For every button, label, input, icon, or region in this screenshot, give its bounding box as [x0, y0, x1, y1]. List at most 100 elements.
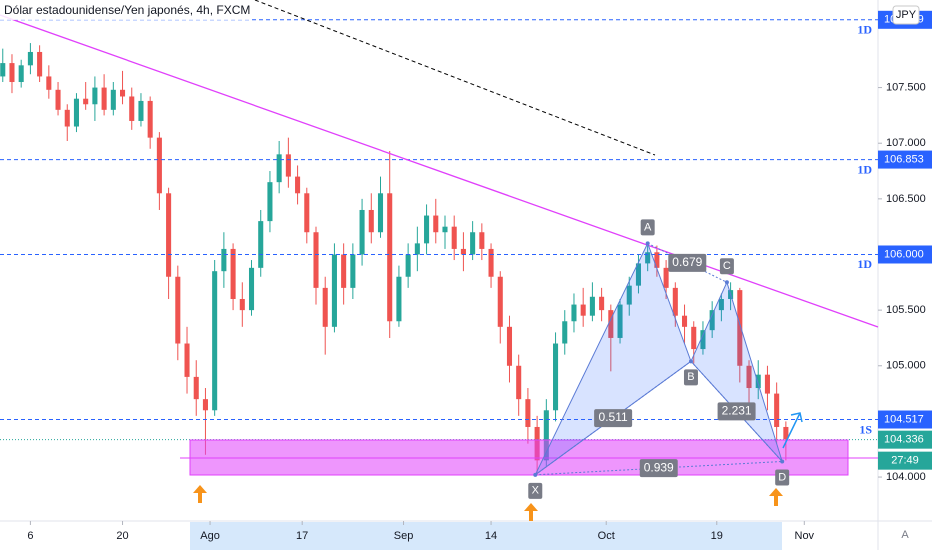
candle-body: [193, 376, 199, 400]
level-label: 104.336: [884, 434, 924, 446]
candle-body: [258, 221, 264, 268]
candle-body: [331, 254, 337, 327]
pattern-label: D: [778, 471, 786, 483]
candle-body: [737, 290, 743, 366]
pattern-label: B: [687, 371, 694, 383]
overlay: 108.1091D106.8531D106.0001D104.5171S104.…: [528, 10, 932, 499]
currency-label[interactable]: JPY: [896, 9, 917, 21]
candle-body: [497, 276, 503, 327]
candle-body: [221, 248, 227, 272]
level-label-box: [878, 150, 932, 169]
candle-body: [645, 252, 651, 264]
candle-body: [83, 98, 89, 105]
candle-body: [460, 248, 466, 255]
pattern-diagonal: [535, 460, 783, 476]
candle-body: [746, 365, 752, 389]
candle-body: [755, 374, 761, 389]
candle-body: [525, 399, 531, 427]
candle-body: [783, 426, 789, 440]
candle-body: [64, 109, 70, 127]
candle-body: [580, 304, 586, 316]
y-tick-label: 104.000: [886, 471, 926, 483]
x-tick-label: 20: [116, 530, 128, 542]
pattern-wing: [690, 280, 783, 462]
pattern-point: [688, 359, 693, 364]
pattern-label-box: [528, 482, 543, 499]
dashed-trend-line: [254, 0, 656, 156]
level-label: 106.000: [884, 248, 924, 260]
candle-body: [479, 232, 485, 249]
candle-body: [184, 343, 190, 377]
candle-body: [681, 315, 688, 327]
level-label-box: [878, 430, 932, 449]
candle-body: [37, 51, 43, 77]
y-tick-label: 107.000: [886, 137, 926, 149]
pattern-label-box: [719, 258, 734, 275]
level-tag: 1D: [857, 162, 872, 176]
up-arrow: [524, 503, 538, 521]
ratio-label: 0.679: [672, 255, 702, 269]
y-tick-label: 107.500: [886, 81, 926, 93]
x-tick-label: Ago: [200, 530, 220, 542]
candle-body: [424, 215, 430, 244]
candle-body: [663, 267, 669, 288]
pattern-point: [645, 241, 650, 246]
candle-body: [506, 326, 513, 366]
title-bg: [0, 0, 252, 20]
candle-body: [709, 310, 715, 331]
candle-body: [138, 100, 144, 121]
ratio-label: 2.231: [722, 404, 752, 418]
candle-body: [608, 310, 614, 338]
pattern-label-box: [640, 219, 655, 236]
x-tick-label: 6: [27, 530, 33, 542]
level-label-box: [878, 410, 932, 429]
candle-body: [147, 100, 153, 138]
x-tick-label: 14: [485, 530, 497, 542]
candle-body: [451, 226, 457, 249]
candle-body: [239, 299, 245, 311]
candle-body: [46, 76, 52, 90]
trend-line: [0, 14, 879, 328]
candle-body: [175, 276, 181, 344]
candle-body: [276, 154, 282, 183]
level-tag: 1S: [859, 422, 872, 436]
candle-body: [295, 176, 301, 194]
candle-body: [764, 374, 770, 394]
pattern-point: [533, 472, 538, 477]
up-arrow: [769, 488, 783, 506]
y-tick-label: 105.500: [886, 304, 926, 316]
scale-mode[interactable]: A: [901, 529, 909, 541]
candle-body: [350, 254, 356, 288]
ratio-box: [668, 253, 707, 272]
candle-body: [248, 267, 255, 311]
candle-body: [433, 215, 439, 233]
currency-button[interactable]: [892, 5, 920, 25]
pattern-label: C: [723, 260, 731, 272]
candle-body: [101, 87, 107, 110]
x-tick-label: 19: [711, 530, 723, 542]
candle-body: [285, 154, 291, 177]
pattern-point: [724, 280, 729, 285]
pattern-label: X: [532, 485, 540, 497]
candle-body: [368, 209, 374, 233]
ratio-box: [639, 459, 678, 478]
candle-body: [700, 330, 706, 350]
level-tag: 1D: [857, 257, 872, 271]
candle-body: [571, 304, 577, 322]
y-tick-label: 106.500: [886, 193, 926, 205]
candle-body: [313, 232, 319, 288]
candle-body: [55, 89, 61, 110]
candle-body: [304, 193, 310, 233]
y-tick-label: 105.000: [886, 360, 926, 372]
candle-body: [322, 287, 328, 327]
arrows: [193, 485, 783, 521]
candle-body: [387, 193, 393, 322]
pattern-diagonal: [690, 360, 783, 462]
chart-title: Dólar estadounidense/Yen japonés, 4h, FX…: [4, 3, 250, 17]
time-range-highlight: [190, 522, 782, 550]
candle-body: [672, 287, 678, 316]
countdown-box: [878, 451, 932, 470]
ratio-box: [717, 402, 756, 421]
candle-body: [396, 276, 402, 322]
